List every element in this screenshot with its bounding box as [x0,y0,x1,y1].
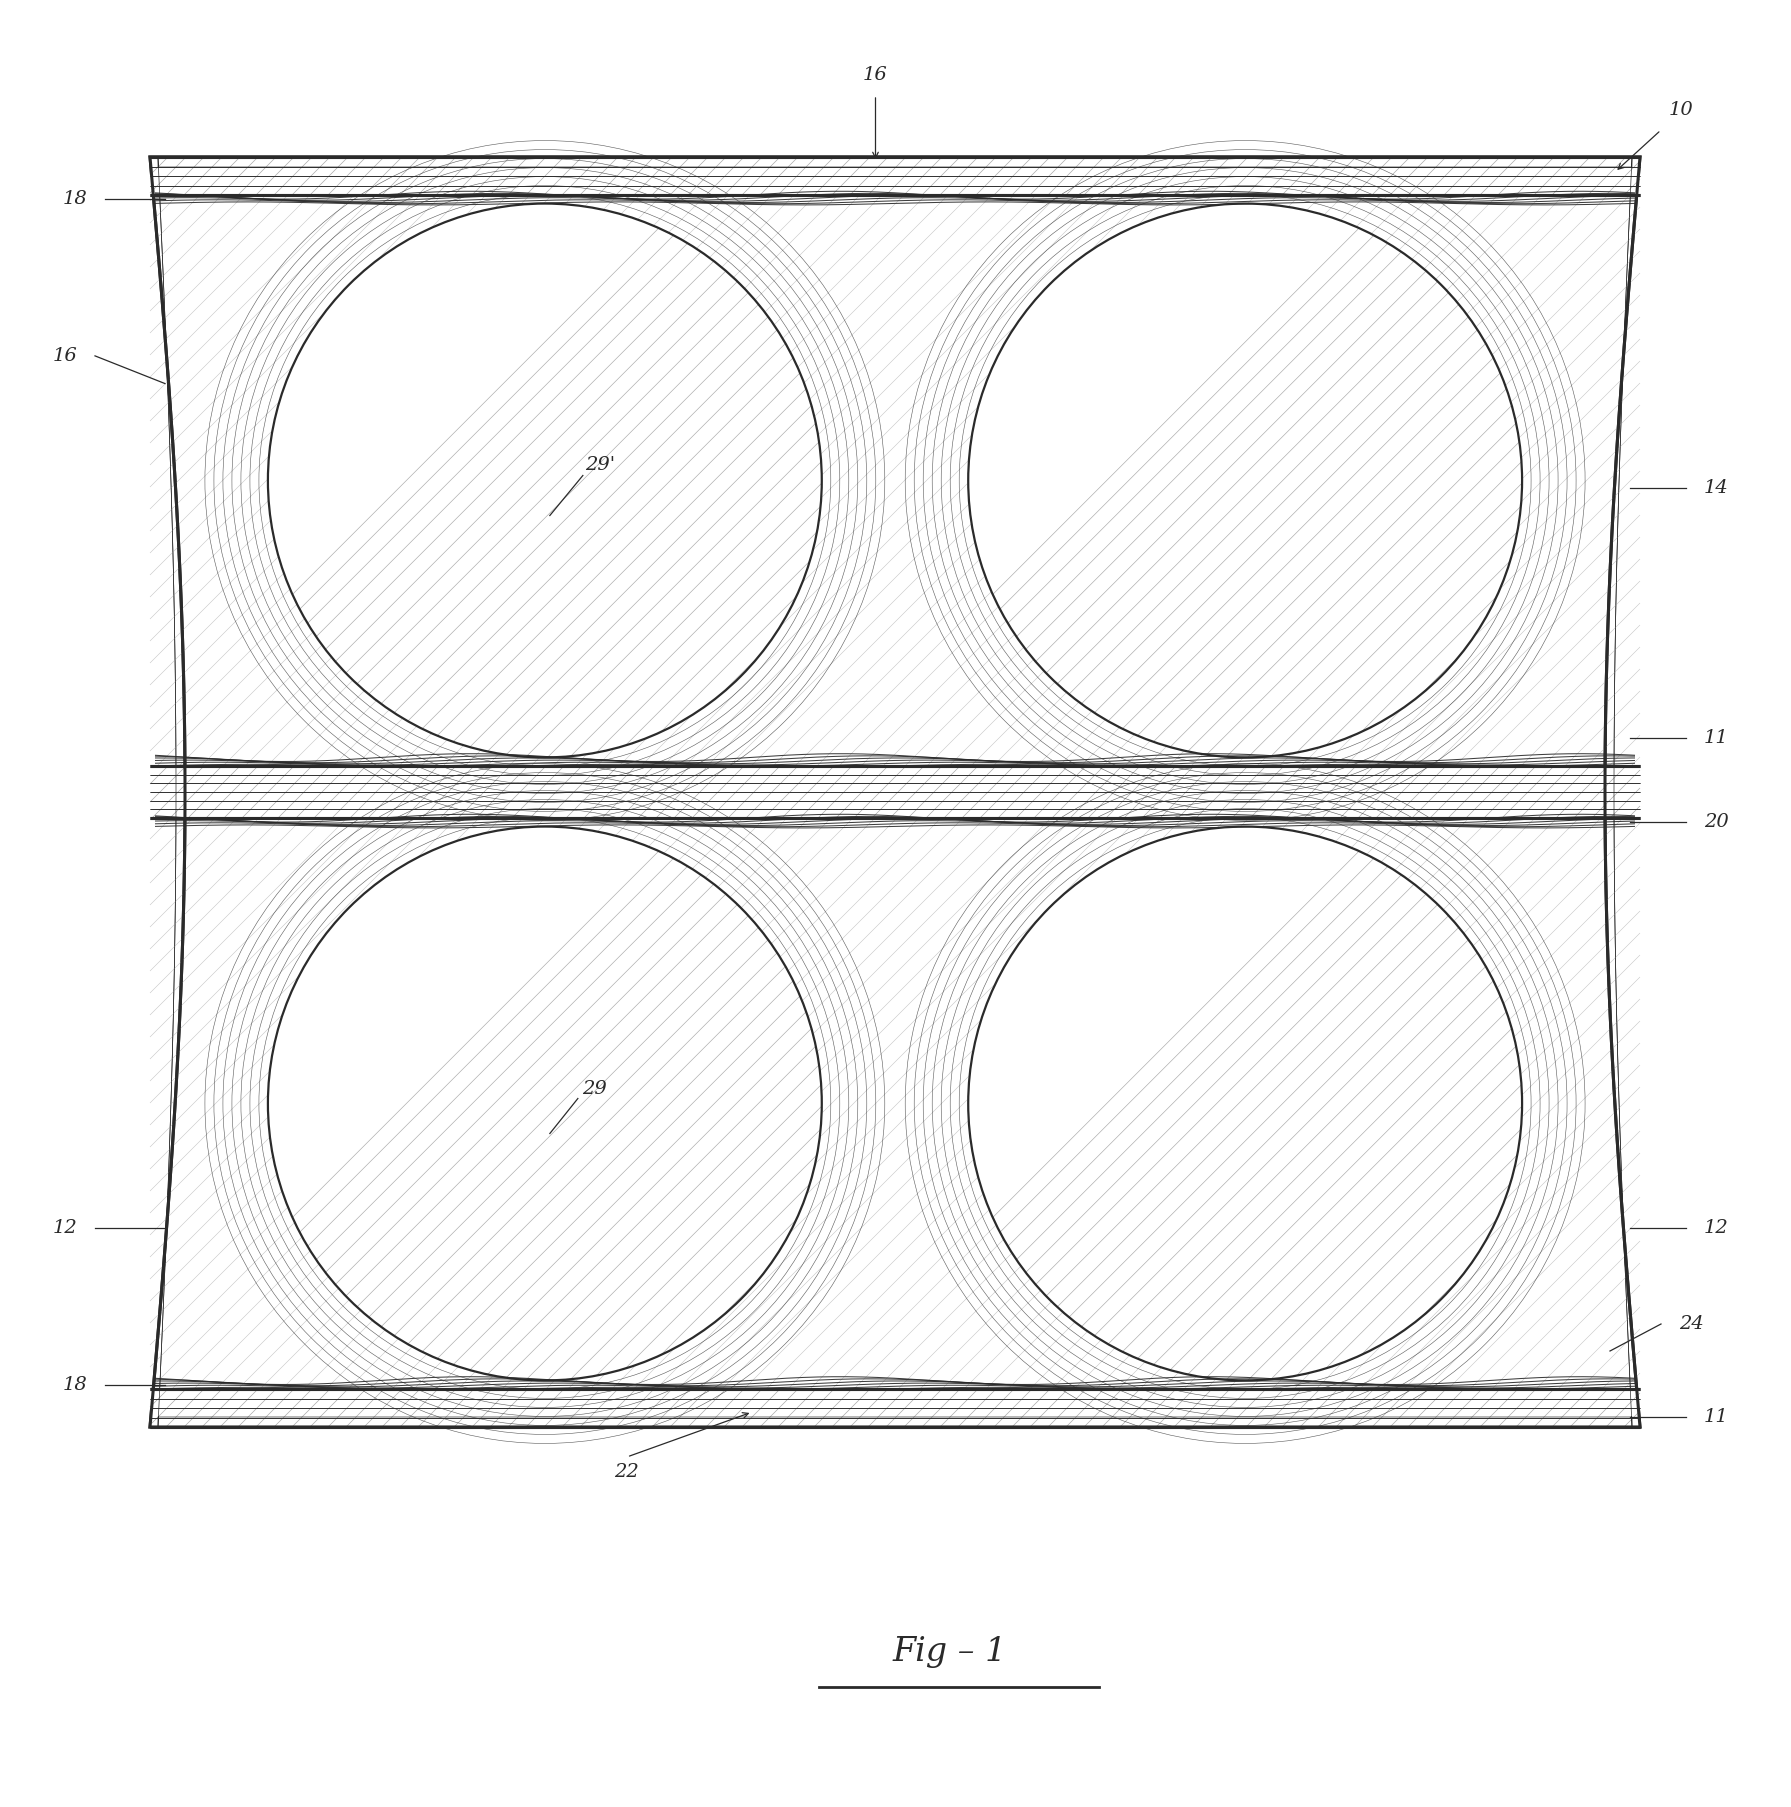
Circle shape [269,826,822,1381]
Text: 11: 11 [1703,1408,1728,1426]
Text: 18: 18 [63,1375,88,1393]
Text: 29': 29' [586,457,614,475]
Text: 12: 12 [52,1220,77,1238]
Text: 20: 20 [1703,813,1728,831]
Polygon shape [150,157,1641,1428]
Text: 12: 12 [1703,1220,1728,1238]
Polygon shape [150,157,1641,195]
Text: 16: 16 [863,67,888,83]
Circle shape [969,826,1522,1381]
Polygon shape [150,766,1641,819]
Circle shape [969,204,1522,757]
Text: 14: 14 [1703,479,1728,497]
Polygon shape [150,1390,1641,1428]
Text: 29: 29 [582,1079,607,1097]
Circle shape [269,204,822,757]
Text: 11: 11 [1703,728,1728,746]
Circle shape [269,204,822,757]
Text: 24: 24 [1678,1315,1703,1334]
Text: 18: 18 [63,190,88,208]
Circle shape [969,204,1522,757]
Text: 22: 22 [614,1464,639,1482]
Text: 16: 16 [52,347,77,365]
Circle shape [969,826,1522,1381]
Text: 10: 10 [1669,101,1692,119]
Circle shape [269,826,822,1381]
Text: Fig – 1: Fig – 1 [892,1635,1007,1668]
